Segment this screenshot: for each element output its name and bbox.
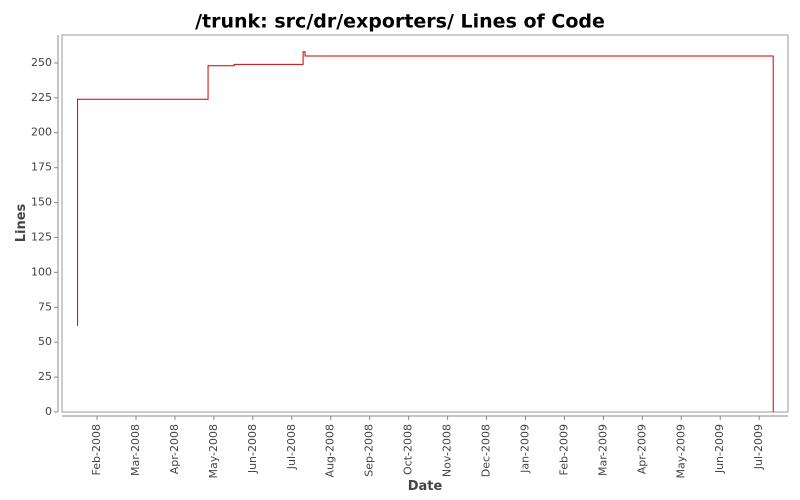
- x-tick-label: Jun-2008: [246, 424, 259, 474]
- y-tick-label: 200: [31, 126, 52, 139]
- x-tick-label: May-2009: [674, 424, 687, 479]
- x-axis-title: Date: [408, 479, 443, 494]
- x-tick-label: Apr-2009: [635, 424, 648, 474]
- y-tick-label: 50: [38, 335, 52, 348]
- y-axis-title: Lines: [14, 203, 29, 242]
- x-tick-label: Jun-2009: [713, 424, 726, 474]
- plot-frame: [61, 34, 789, 413]
- y-tick-label: 250: [31, 56, 52, 69]
- x-tick-label: Apr-2008: [168, 424, 181, 474]
- y-tick-label: 100: [31, 265, 52, 278]
- y-tick-label: 125: [31, 230, 52, 243]
- y-tick-label: 0: [45, 405, 52, 418]
- y-tick-label: 225: [31, 91, 52, 104]
- x-tick-label: Mar-2008: [129, 424, 142, 476]
- x-tick-label: Sep-2008: [363, 424, 376, 477]
- x-tick-label: Feb-2009: [557, 424, 570, 475]
- x-tick-label: Mar-2009: [596, 424, 609, 476]
- y-tick-label: 150: [31, 196, 52, 209]
- x-tick-label: Aug-2008: [324, 424, 337, 477]
- x-tick-label: Jul-2009: [752, 424, 765, 470]
- chart-title: /trunk: src/dr/exporters/ Lines of Code: [195, 11, 605, 33]
- x-tick-label: Jan-2009: [518, 424, 531, 474]
- x-tick-label: Feb-2008: [90, 424, 103, 475]
- y-tick-label: 175: [31, 161, 52, 174]
- x-tick-label: Oct-2008: [402, 424, 415, 475]
- x-tick-label: Nov-2008: [441, 424, 454, 477]
- data-line: [77, 51, 774, 412]
- y-tick-label: 25: [38, 370, 52, 383]
- x-tick-label: May-2008: [207, 424, 220, 479]
- y-tick-label: 75: [38, 300, 52, 313]
- x-tick-label: Dec-2008: [480, 424, 493, 477]
- x-tick-label: Jul-2008: [285, 424, 298, 470]
